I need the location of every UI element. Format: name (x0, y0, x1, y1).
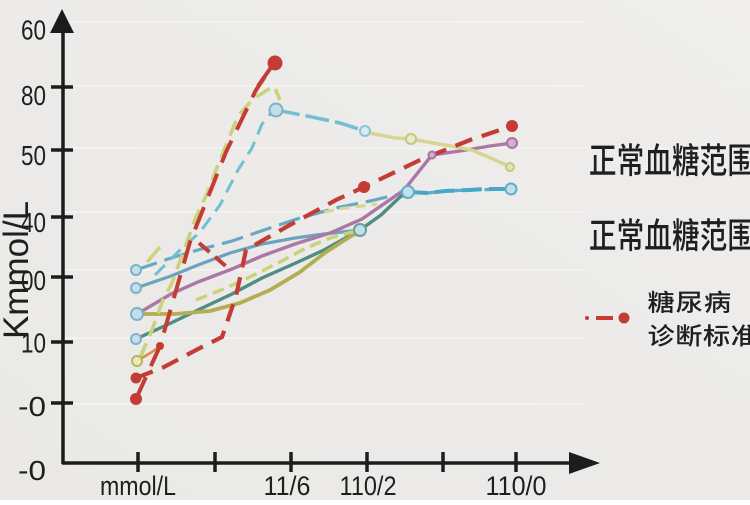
svg-text:40: 40 (21, 207, 46, 238)
svg-text:Kmmol/L: Kmmol/L (0, 201, 36, 339)
svg-text:50: 50 (21, 140, 46, 171)
svg-text:10: 10 (21, 328, 46, 359)
svg-text:60: 60 (21, 15, 46, 46)
svg-text:110/0: 110/0 (486, 471, 547, 500)
svg-text:mmol/L: mmol/L (100, 471, 176, 500)
svg-text:00: 00 (21, 265, 46, 296)
svg-text:-0: -0 (18, 455, 46, 486)
svg-text:80: 80 (21, 80, 46, 111)
svg-text:-0: -0 (18, 391, 46, 422)
svg-text:11/6: 11/6 (264, 471, 311, 500)
svg-text:110/2: 110/2 (340, 471, 397, 500)
